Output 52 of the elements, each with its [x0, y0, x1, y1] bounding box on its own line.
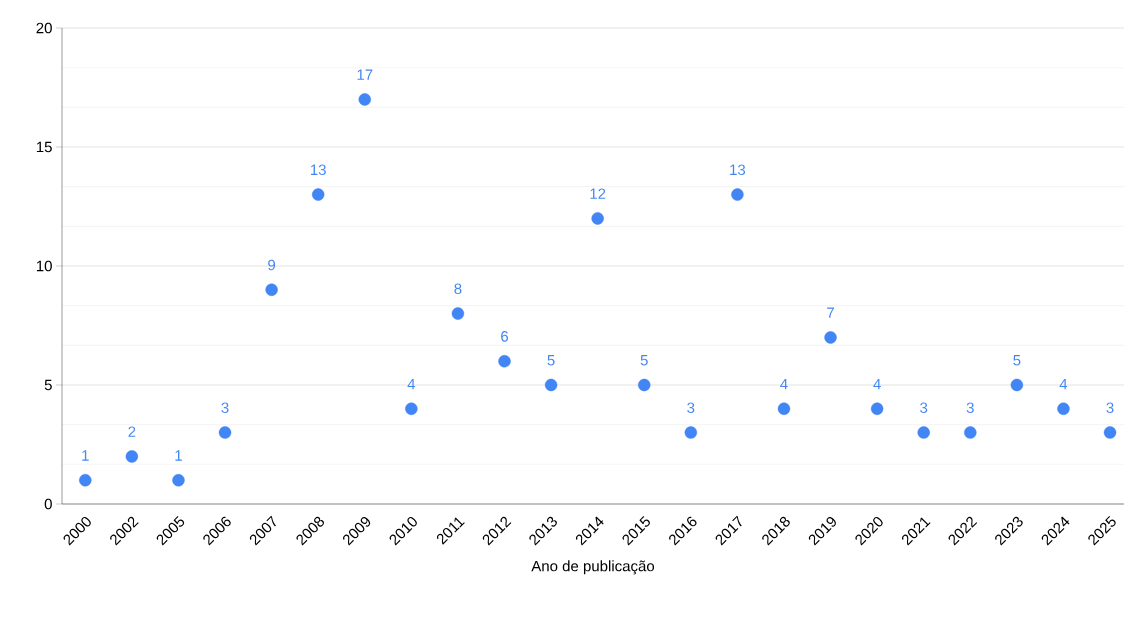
- point: [591, 212, 604, 225]
- point: [870, 402, 884, 415]
- point: [498, 355, 511, 368]
- data-label: 2: [128, 426, 136, 437]
- data-label: 3: [920, 402, 928, 414]
- point: [358, 93, 371, 106]
- point: [405, 402, 418, 415]
- point: [218, 426, 232, 439]
- data-label: 1: [175, 450, 182, 461]
- data-label: 5: [547, 355, 555, 366]
- data-label: 13: [730, 164, 746, 176]
- point: [79, 474, 92, 487]
- data-label: 7: [827, 307, 834, 318]
- point: [1103, 426, 1117, 439]
- y-tick-label: 20: [36, 22, 52, 34]
- y-tick-label: 0: [44, 498, 52, 510]
- data-label: 4: [873, 378, 881, 390]
- point: [1010, 378, 1024, 392]
- data-label: 3: [687, 402, 695, 414]
- point: [777, 402, 791, 415]
- x-axis-title: Ano de publicação: [531, 560, 655, 575]
- y-tick-label: 5: [44, 379, 52, 391]
- point: [638, 378, 651, 392]
- point: [731, 188, 744, 201]
- data-label: 4: [780, 378, 788, 390]
- point: [1057, 402, 1070, 415]
- y-tick-label: 10: [36, 260, 52, 272]
- data-label: 4: [1059, 378, 1068, 390]
- point: [544, 378, 558, 392]
- point: [824, 331, 837, 344]
- data-label: 3: [221, 402, 229, 414]
- point: [125, 450, 139, 463]
- data-label: 5: [640, 355, 648, 366]
- y-tick-label: 15: [36, 141, 52, 153]
- data-label: 9: [268, 259, 276, 271]
- data-label: 3: [1106, 402, 1114, 414]
- point: [311, 188, 325, 201]
- data-label: 13: [310, 164, 326, 176]
- data-label: 6: [501, 331, 509, 342]
- data-label: 3: [966, 402, 974, 414]
- point: [451, 307, 465, 320]
- data-label: 5: [1013, 355, 1021, 366]
- point: [964, 426, 977, 439]
- data-label: 8: [454, 283, 462, 295]
- data-label: 12: [590, 188, 606, 199]
- point: [265, 283, 278, 296]
- data-label: 17: [357, 69, 373, 80]
- point: [917, 426, 930, 439]
- point: [172, 474, 185, 487]
- data-label: 4: [407, 378, 416, 390]
- point: [684, 426, 698, 439]
- data-label: 1: [82, 450, 89, 461]
